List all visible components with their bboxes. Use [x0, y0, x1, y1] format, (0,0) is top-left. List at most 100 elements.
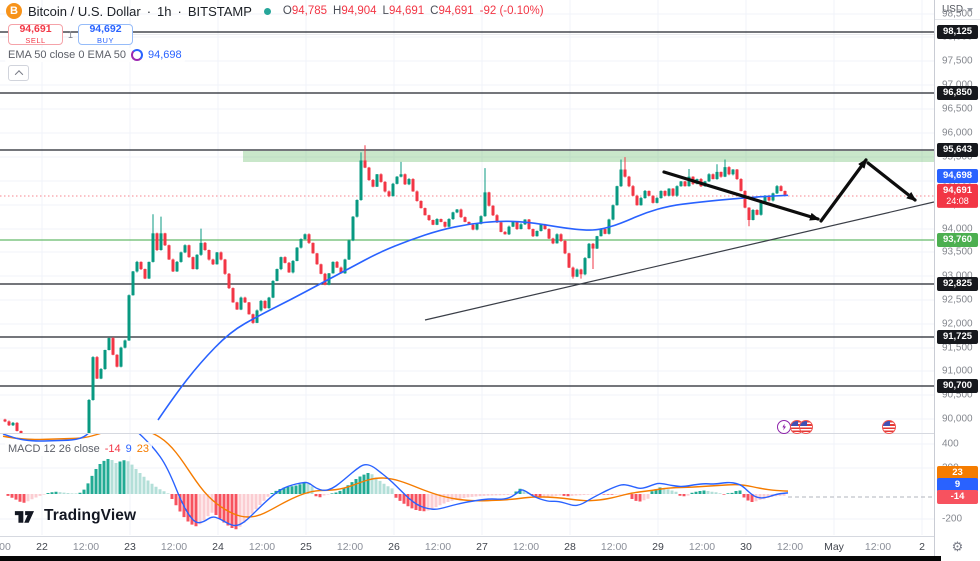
- time-tick-label: 23: [124, 541, 136, 553]
- event-marker-economic[interactable]: [799, 420, 813, 434]
- high-value: 94,904: [341, 5, 377, 17]
- buy-button[interactable]: 94,692 BUY: [78, 23, 134, 45]
- chevron-down-icon: [967, 7, 974, 12]
- open-value: 94,785: [291, 5, 328, 17]
- sell-label: SELL: [25, 36, 46, 45]
- screenshot-bottom-bar: [0, 556, 941, 561]
- price-tick-label: 93,000: [942, 270, 973, 282]
- price-tick-label: 97,000: [942, 79, 973, 91]
- time-tick-label: 12:00: [776, 541, 804, 553]
- tradingview-logo-mark: [14, 510, 34, 523]
- low-value: 94,691: [388, 5, 425, 17]
- event-marker-replay[interactable]: [777, 420, 791, 434]
- ema-value: 94,698: [148, 49, 182, 61]
- time-tick-label: 12:00: [336, 541, 364, 553]
- price-level-badge: 93,760: [937, 233, 978, 247]
- price-tick-label: 97,500: [942, 55, 973, 67]
- macd-value-badge: 23: [937, 466, 978, 480]
- symbol-title[interactable]: Bitcoin / U.S. Dollar: [28, 3, 141, 19]
- tradingview-logo-text: TradingView: [44, 507, 137, 524]
- time-tick-label: 12:00: [72, 541, 100, 553]
- time-tick-label: 12:00: [688, 541, 716, 553]
- time-tick-label: 12:00: [600, 541, 628, 553]
- currency-unit-label: USD: [941, 4, 964, 15]
- price-level-badge: 95,643: [937, 143, 978, 157]
- title-separator: ·: [146, 3, 152, 19]
- currency-unit-button[interactable]: USD: [935, 0, 980, 20]
- time-tick-label: 30: [740, 541, 752, 553]
- macd-indicator-legend[interactable]: MACD 12 26 close -14 9 23: [5, 442, 152, 456]
- price-level-badge: 96,850: [937, 86, 978, 100]
- ema-label: EMA 50 close 0 EMA 50: [8, 49, 127, 61]
- order-panel: 94,691 SELL 1 94,692 BUY: [8, 23, 134, 45]
- tradingview-logo[interactable]: TradingView: [14, 507, 136, 525]
- price-tick-label: 96,500: [942, 103, 973, 115]
- ema-indicator-legend[interactable]: EMA 50 close 0 EMA 50 94,698: [5, 48, 185, 62]
- pane-divider[interactable]: [0, 433, 980, 434]
- price-tick-label: 92,500: [942, 294, 973, 306]
- bar-countdown: 24:08: [946, 196, 969, 207]
- macd-line-value: 9: [125, 443, 132, 455]
- chevron-up-icon: [14, 70, 23, 79]
- interval-label[interactable]: 1h: [157, 3, 172, 19]
- time-tick-label: 00: [0, 541, 11, 553]
- time-tick-label: 25: [300, 541, 312, 553]
- spinner-icon: [131, 49, 144, 61]
- sell-button[interactable]: 94,691 SELL: [8, 24, 63, 45]
- market-status-dot[interactable]: [263, 7, 271, 15]
- time-tick-label: 2: [919, 541, 925, 553]
- time-tick-label: 12:00: [424, 541, 452, 553]
- price-tick-label: 93,500: [942, 246, 973, 258]
- price-tick-label: 91,000: [942, 365, 973, 377]
- price-tick-label: 98,500: [942, 8, 973, 20]
- legend-separator-line: [132, 34, 934, 35]
- time-axis[interactable]: 00 22 12:00 23 12:00 24 12:00 25 12:00 26 12:00 27 1…: [0, 537, 934, 556]
- close-value: 94,691: [438, 5, 474, 17]
- price-tick-label: 90,500: [942, 389, 973, 401]
- macd-value-badge: 9: [937, 478, 978, 492]
- time-tick-label: 22: [36, 541, 48, 553]
- price-level-badge: 92,825: [937, 277, 978, 291]
- chart-canvas[interactable]: [0, 0, 934, 556]
- price-tick-label: 90,000: [942, 413, 973, 425]
- us-flag-icon: [882, 420, 896, 434]
- price-tick-label: 95,500: [942, 151, 973, 163]
- change-value: -92 (-0.10%): [479, 5, 544, 17]
- macd-label: MACD 12 26 close: [8, 443, 100, 455]
- time-tick-label: 29: [652, 541, 664, 553]
- time-tick-label: 26: [388, 541, 400, 553]
- us-flag-icon: [799, 420, 813, 434]
- price-tick-label: 92,000: [942, 318, 973, 330]
- pane-divider[interactable]: [0, 536, 980, 537]
- replay-lightning-icon: [777, 420, 791, 434]
- price-level-badge: 91,725: [937, 330, 978, 344]
- price-tick-label: 94,000: [942, 223, 973, 235]
- sell-price: 94,691: [19, 23, 52, 35]
- spread-value: 1: [68, 29, 74, 40]
- macd-hist-value: -14: [104, 443, 121, 455]
- chart-settings-button[interactable]: ⚙: [935, 537, 980, 556]
- price-tick-label: 91,500: [942, 342, 973, 354]
- macd-tick-label: -200: [942, 513, 963, 525]
- time-tick-label: 12:00: [864, 541, 892, 553]
- time-tick-label: 28: [564, 541, 576, 553]
- collapse-legend-button[interactable]: [8, 65, 29, 81]
- ohlc-values: O94,785 H94,904 L94,691 C94,691 -92 (-0.…: [282, 5, 544, 17]
- time-tick-label: 24: [212, 541, 224, 553]
- macd-tick-label: 400: [942, 438, 959, 450]
- price-level-badge: 94,698: [937, 169, 978, 183]
- time-tick-label: 27: [476, 541, 488, 553]
- title-separator: ·: [177, 3, 182, 19]
- time-tick-label: 12:00: [248, 541, 276, 553]
- exchange-label[interactable]: BITSTAMP: [187, 3, 252, 19]
- symbol-legend[interactable]: B Bitcoin / U.S. Dollar · 1h · BITSTAMP …: [6, 3, 544, 19]
- buy-price: 94,692: [89, 23, 122, 35]
- time-tick-label: May: [824, 541, 844, 553]
- time-tick-label: 12:00: [160, 541, 188, 553]
- time-tick-label: 12:00: [512, 541, 540, 553]
- event-marker-economic[interactable]: [882, 420, 896, 434]
- buy-label: BUY: [97, 36, 114, 45]
- price-level-badge: 98,125: [937, 25, 978, 39]
- price-axis[interactable]: USD 98,50098,00097,50097,00096,50096,000…: [934, 0, 980, 556]
- current-price-badge: 94,691 24:08: [937, 183, 978, 209]
